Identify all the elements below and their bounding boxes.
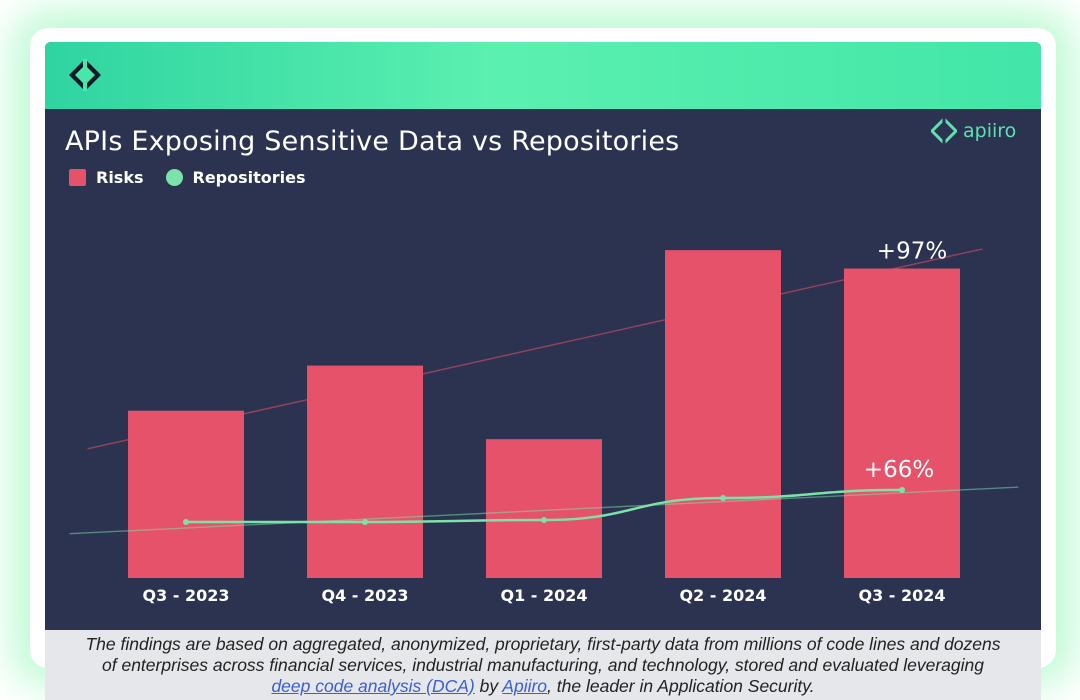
bar-risks-3 — [665, 250, 781, 579]
legend-label-risks: Risks — [96, 168, 144, 187]
footnote: The findings are based on aggregated, an… — [45, 630, 1041, 700]
legend-item-risks: Risks — [69, 168, 144, 187]
chart-plot: +97% +66% Q3 - 2023 Q4 - 2023 Q1 - 2024 Q2 - … — [69, 239, 1019, 605]
legend-item-repositories: Repositories — [165, 168, 306, 187]
footnote-line-1: The findings are based on aggregated, an… — [85, 634, 1001, 654]
trendline-repositories — [69, 486, 1019, 535]
x-tick-label-4: Q3 - 2024 — [858, 586, 945, 605]
annotation-repositories-growth: +66% — [864, 457, 934, 483]
bar-risks-0 — [128, 410, 244, 578]
point-repositories-3 — [720, 495, 726, 501]
chart-title: APIs Exposing Sensitive Data vs Reposito… — [65, 126, 680, 157]
footnote-line-3: deep code analysis (DCA) by Apiiro, the … — [45, 676, 1041, 697]
brand-name: apiiro — [963, 120, 1017, 142]
apiiro-logo-icon — [931, 118, 957, 144]
point-repositories-0 — [183, 519, 189, 525]
chart-legend: Risks Repositories — [69, 168, 328, 187]
trendline-risks — [87, 248, 983, 450]
x-tick-label-3: Q2 - 2024 — [679, 586, 766, 605]
footnote-line-2: of enterprises across financial services… — [102, 655, 984, 675]
chart-card: APIs Exposing Sensitive Data vs Reposito… — [45, 42, 1041, 700]
dca-link[interactable]: deep code analysis (DCA) — [271, 676, 475, 696]
brand-logo: apiiro — [931, 118, 1016, 144]
footnote-by: by — [474, 676, 503, 696]
chevron-diamond-icon — [69, 59, 101, 91]
legend-label-repositories: Repositories — [192, 168, 306, 187]
x-tick-label-2: Q1 - 2024 — [500, 586, 587, 605]
x-tick-label-0: Q3 - 2023 — [142, 586, 229, 605]
point-repositories-2 — [541, 517, 547, 523]
bar-risks-1 — [307, 365, 423, 578]
legend-swatch-repositories — [165, 169, 183, 186]
header-bar — [45, 42, 1041, 109]
x-tick-label-1: Q4 - 2023 — [321, 586, 408, 605]
annotation-risks-growth: +97% — [877, 239, 947, 265]
point-repositories-1 — [362, 519, 368, 525]
bar-risks-4 — [844, 268, 960, 578]
footnote-tail: , the leader in Application Security. — [547, 676, 815, 696]
legend-swatch-risks — [69, 169, 86, 186]
apiiro-link[interactable]: Apiiro — [502, 676, 548, 696]
point-repositories-4 — [899, 487, 905, 493]
